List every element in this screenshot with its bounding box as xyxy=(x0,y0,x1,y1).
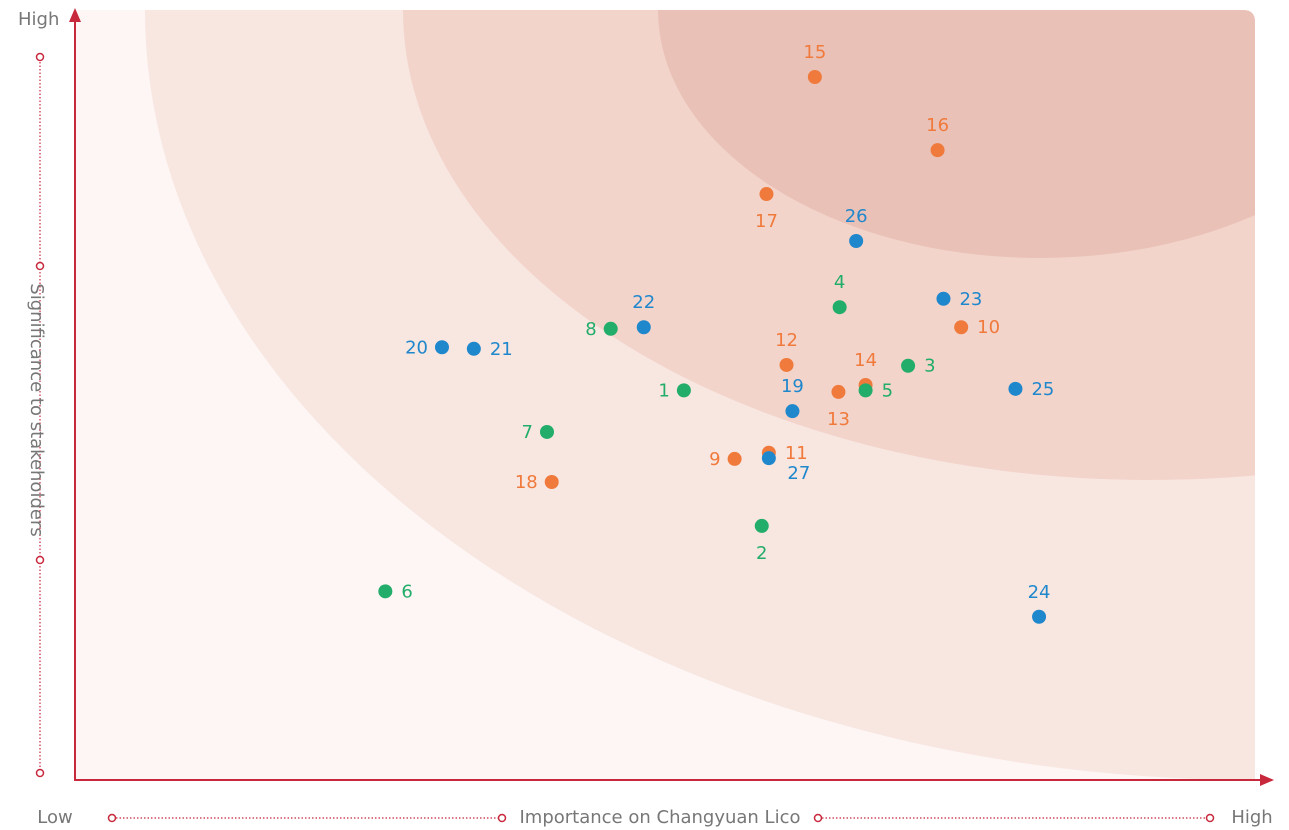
zone-middle xyxy=(403,10,1255,480)
point xyxy=(832,300,847,315)
point xyxy=(544,475,559,490)
y-dot xyxy=(35,52,45,62)
point-label: 8 xyxy=(585,319,596,340)
point xyxy=(831,384,846,399)
y-dot xyxy=(35,555,45,565)
point xyxy=(954,320,969,335)
point-label: 27 xyxy=(787,463,810,484)
point-label: 20 xyxy=(405,337,428,358)
zone-outer xyxy=(145,10,1255,780)
point xyxy=(378,584,393,599)
y-axis-label: Significance to stakeholders xyxy=(26,283,47,536)
point xyxy=(858,383,873,398)
point xyxy=(849,234,864,248)
point xyxy=(754,518,769,533)
point-label: 5 xyxy=(882,380,893,401)
x-arrow xyxy=(1260,774,1274,786)
point-label: 9 xyxy=(709,449,720,470)
point-label: 6 xyxy=(401,581,412,602)
y-arrow xyxy=(69,8,81,22)
point xyxy=(727,451,742,466)
point xyxy=(1032,609,1047,624)
point-label: 23 xyxy=(959,289,982,310)
point xyxy=(901,358,916,373)
point-label: 7 xyxy=(522,422,533,443)
point-label: 3 xyxy=(924,356,935,377)
point xyxy=(936,291,951,306)
point-label: 21 xyxy=(490,339,513,360)
x-low-label: Low xyxy=(37,807,72,828)
point-label: 1 xyxy=(658,380,669,401)
point xyxy=(761,451,776,466)
point-label: 12 xyxy=(775,330,798,351)
point-label: 24 xyxy=(1028,582,1051,603)
point xyxy=(807,69,822,84)
plot-background xyxy=(75,10,1255,780)
point-label: 25 xyxy=(1031,379,1054,400)
point-label: 16 xyxy=(926,115,949,136)
y-dot xyxy=(35,261,45,271)
x-high-label: High xyxy=(1231,807,1272,828)
y-high-label: High xyxy=(18,9,59,30)
point-label: 2 xyxy=(756,543,767,564)
point xyxy=(466,341,481,356)
point-label: 19 xyxy=(781,376,804,397)
point xyxy=(636,320,651,335)
point-label: 15 xyxy=(803,42,826,63)
x-dot xyxy=(497,813,507,823)
point xyxy=(603,321,618,336)
point xyxy=(434,340,449,355)
y-dot xyxy=(35,768,45,778)
x-dot xyxy=(107,813,117,823)
point xyxy=(1008,381,1023,396)
axes: High Significance to stakeholders Low Im… xyxy=(18,8,1274,828)
point-label: 13 xyxy=(827,409,850,430)
x-dot xyxy=(813,813,823,823)
point-label: 10 xyxy=(977,317,1000,338)
point-label: 4 xyxy=(834,272,845,293)
point-label: 18 xyxy=(515,472,538,493)
point xyxy=(676,383,691,398)
point-label: 22 xyxy=(632,292,655,313)
point xyxy=(779,357,794,372)
point-label: 14 xyxy=(854,350,877,371)
point xyxy=(930,143,945,158)
point xyxy=(540,424,554,439)
point-label: 11 xyxy=(785,443,808,464)
zone-inner xyxy=(658,10,1255,258)
point-label: 17 xyxy=(755,211,778,232)
x-axis-label: Importance on Changyuan Lico xyxy=(519,807,800,828)
x-dot xyxy=(1205,813,1215,823)
point xyxy=(785,404,800,419)
point-label: 26 xyxy=(845,206,868,227)
point xyxy=(759,187,774,202)
